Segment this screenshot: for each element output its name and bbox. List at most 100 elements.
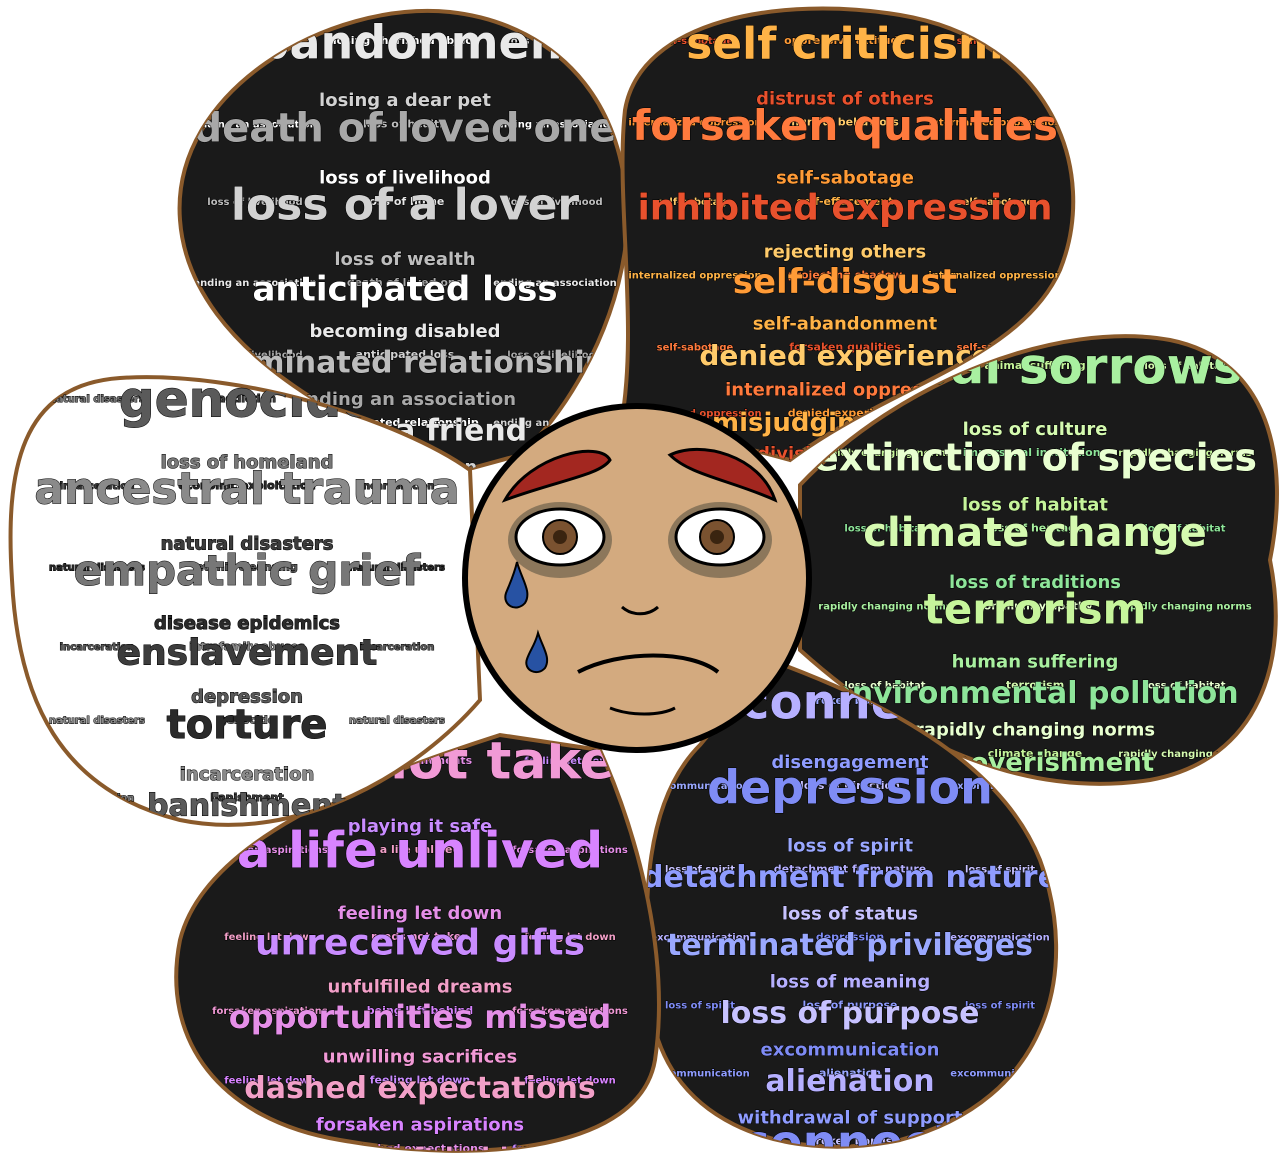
self-word-medium: distrust of others [756, 88, 934, 109]
petal-ancestral-words: addiction natural disasters natural disast… [34, 377, 460, 824]
connection-word-small: detachment from nature [774, 862, 927, 875]
connection-word-big: detachment from nature [642, 860, 1058, 895]
tear-upper [504, 561, 529, 609]
world-word-filler: loss of habitat [844, 681, 925, 692]
connection-word-medium: disengagement [771, 752, 929, 773]
connection-word-big: depression [707, 761, 993, 815]
petal-world-shape [798, 334, 1279, 786]
ancestral-word-medium: natural disasters [161, 533, 334, 554]
loss-word-medium: loss of livelihood [319, 168, 491, 189]
self-word-small: oppressive attitude [784, 34, 906, 47]
ancestral-word-filler: incarceration [60, 642, 135, 653]
connection-word-small: loss of purpose [803, 999, 898, 1012]
ancestral-word-medium: disease epidemics [154, 613, 340, 634]
right-pupil [710, 530, 724, 544]
missed-word-big: being left behind [294, 1143, 545, 1156]
sad-face [462, 403, 812, 753]
missed-word-big: opportunities missed [229, 998, 612, 1036]
loss-word-big: abandonment [226, 15, 585, 69]
ancestral-word-medium: depression [191, 687, 303, 708]
petal-world: animal suffering loss of habitat loss of h… [798, 334, 1279, 786]
loss-word-medium: loss of wealth [334, 249, 475, 270]
chin-line [609, 706, 676, 716]
world-word-filler: rapidly changing norms [1118, 448, 1251, 459]
loss-word-filler: ending an association [193, 119, 316, 130]
connection-word-filler: loss of spirit [665, 864, 735, 875]
loss-word-filler: loss of livelihood [207, 197, 302, 208]
missed-word-small: a life unlived [380, 843, 461, 856]
self-word-filler: internalized oppression [628, 271, 761, 282]
world-word-small: loss of heritage [987, 522, 1084, 535]
connection-word-filler: excommunication [950, 932, 1049, 943]
loss-word-medium: ending an association [294, 389, 516, 410]
ancestral-word-small: economic exploitation [178, 479, 315, 492]
world-word-medium: loss of culture [963, 419, 1108, 440]
missed-word-small: being left behind [367, 1004, 473, 1017]
self-word-filler: internalized oppression [928, 271, 1061, 282]
missed-word-filler: feeling let down [524, 1076, 615, 1087]
ancestral-word-big: empathic grief [74, 546, 421, 595]
loss-word-big: death of loved one [193, 106, 616, 152]
connection-word-filler: loss of spirit [665, 1137, 735, 1148]
missed-word-filler: forsaken aspirations [212, 1006, 328, 1017]
ancestral-word-filler: incarceration [360, 481, 435, 492]
petal-world-words: animal suffering loss of habitat loss of h… [812, 337, 1257, 779]
self-word-medium: self-abandonment [753, 313, 938, 334]
self-word-big: forsaken qualities [632, 101, 1058, 150]
connection-word-filler: loss of spirit [965, 864, 1035, 875]
connection-word-big: disconnection [662, 1115, 1039, 1156]
ancestral-word-medium: incarceration [180, 764, 315, 785]
ancestral-word-small: intrafamily abuses [189, 640, 305, 653]
world-word-medium: loss of habitat [962, 495, 1108, 516]
world-word-small: climate change [988, 747, 1082, 760]
loss-word-medium: becoming disabled [309, 321, 500, 342]
connection-word-filler: excommunication [650, 781, 749, 792]
connection-word-filler: loss of spirit [965, 1137, 1035, 1148]
connection-word-filler: loss of spirit [965, 1001, 1035, 1012]
self-word-filler: internalized oppression [928, 117, 1061, 128]
missed-word-filler: forsaken aspirations [212, 1144, 328, 1155]
self-word-small: hurtful behaviors [791, 115, 899, 128]
self-word-filler: self-sabotage [957, 197, 1034, 208]
connection-word-filler: excommunication [950, 1069, 1049, 1080]
world-word-big: environmental pollution [831, 676, 1238, 711]
ancestral-word-filler: incarceration [360, 642, 435, 653]
connection-word-filler: loss of spirit [665, 1001, 735, 1012]
ancestral-word-filler: natural disasters [49, 716, 145, 727]
missed-word-filler: feeling let down [224, 1076, 315, 1087]
world-word-medium: human suffering [952, 652, 1119, 673]
connection-word-small: depression [816, 930, 884, 943]
self-word-medium: self-sabotage [776, 168, 914, 189]
loss-word-small: anticipated loss [356, 348, 455, 361]
petal-loss-shape [177, 8, 629, 473]
petal-loss: losing cherished object loss of livelihoo… [177, 8, 629, 473]
loss-word-filler: ending an association [493, 119, 616, 130]
world-word-big: climate change [863, 510, 1206, 556]
world-word-big: extinction of species [813, 436, 1257, 480]
ancestral-word-filler: incarceration [60, 481, 135, 492]
connection-word-small: loss of direction [800, 779, 900, 792]
ancestral-word-small: banishment [210, 791, 283, 804]
face-circle [462, 403, 812, 753]
loss-word-filler: ending an association [193, 278, 316, 289]
connection-word-big: terminated privileges [667, 928, 1033, 963]
missed-word-medium: unfulfilled dreams [327, 977, 512, 998]
connection-word-medium: loss of meaning [770, 971, 931, 992]
missed-word-small: roads not taken [371, 930, 469, 943]
self-word-small: forsaken qualities [789, 340, 901, 353]
left-eyebrow [501, 449, 612, 503]
self-word-small: projecting shadow [788, 269, 903, 282]
missed-word-filler: feeling let down [524, 756, 615, 767]
connection-word-filler: excommunication [650, 1069, 749, 1080]
petal-missed-shape [174, 732, 661, 1153]
missed-word-medium: playing it safe [348, 816, 492, 837]
loss-word-big: terminated relationship [204, 345, 606, 380]
self-word-medium: rejecting others [764, 241, 926, 262]
missed-word-big: unreceived gifts [255, 922, 585, 963]
ancestral-word-big: torture [167, 702, 328, 748]
connection-word-medium: loss of status [782, 903, 918, 924]
world-word-filler: loss of habitat [1144, 524, 1225, 535]
world-word-small: impersonal institutions [963, 446, 1108, 459]
world-word-filler: loss of habitat [1144, 681, 1225, 692]
